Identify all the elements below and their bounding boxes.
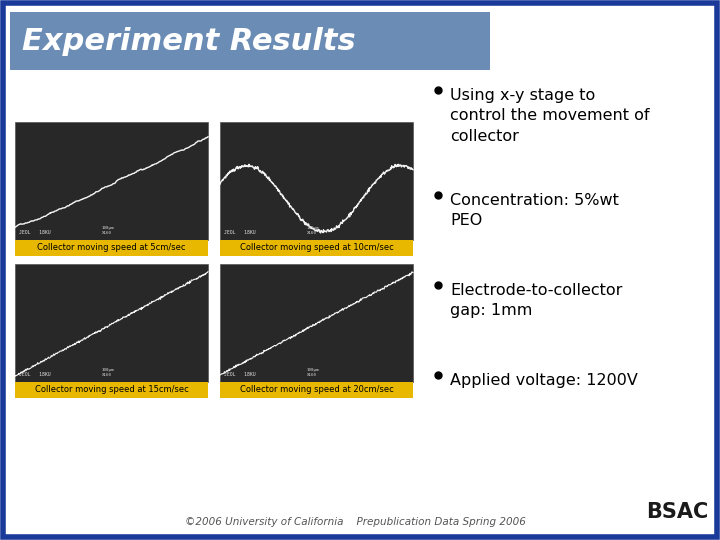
Text: Using x-y stage to
control the movement of
collector: Using x-y stage to control the movement …: [450, 88, 649, 144]
Bar: [15, 382, 208, 398]
Text: 100µm
X160: 100µm X160: [102, 226, 114, 235]
Text: Applied voltage: 1200V: Applied voltage: 1200V: [450, 373, 638, 388]
Text: 100µm
X160: 100µm X160: [307, 226, 320, 235]
Bar: [220, 382, 413, 398]
Bar: [15, 240, 208, 256]
Bar: [10, 12, 490, 70]
Bar: [220, 122, 413, 240]
Bar: [15, 122, 208, 240]
Text: BSAC: BSAC: [646, 502, 708, 522]
Bar: [15, 264, 208, 382]
Text: Collector moving speed at 15cm/sec: Collector moving speed at 15cm/sec: [35, 386, 189, 395]
Text: Collector moving speed at 10cm/sec: Collector moving speed at 10cm/sec: [240, 244, 393, 253]
Text: Experiment Results: Experiment Results: [22, 26, 356, 56]
Text: JEOL   18KU: JEOL 18KU: [224, 372, 256, 377]
Bar: [220, 240, 413, 256]
Text: JEOL   18KU: JEOL 18KU: [19, 372, 50, 377]
Text: Concentration: 5%wt
PEO: Concentration: 5%wt PEO: [450, 193, 619, 228]
Text: Electrode-to-collector
gap: 1mm: Electrode-to-collector gap: 1mm: [450, 283, 622, 319]
Text: Collector moving speed at 20cm/sec: Collector moving speed at 20cm/sec: [240, 386, 393, 395]
Bar: [220, 264, 413, 382]
Text: JEOL   18KU: JEOL 18KU: [19, 230, 50, 235]
Text: Collector moving speed at 5cm/sec: Collector moving speed at 5cm/sec: [37, 244, 186, 253]
Text: 100µm
X160: 100µm X160: [307, 368, 320, 377]
Text: 100µm
X160: 100µm X160: [102, 368, 114, 377]
Text: ©2006 University of California    Prepublication Data Spring 2006: ©2006 University of California Prepublic…: [184, 517, 526, 527]
Text: JEOL   18KU: JEOL 18KU: [224, 230, 256, 235]
